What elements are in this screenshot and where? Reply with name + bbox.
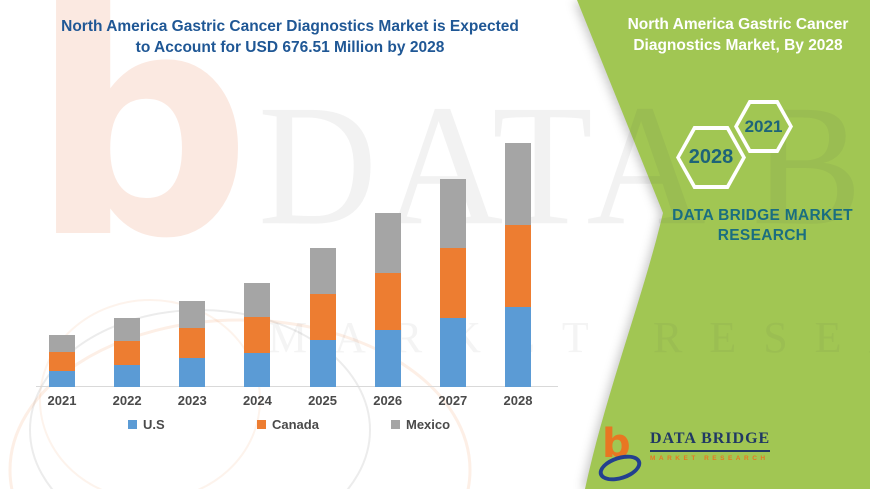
bar-2021 <box>49 97 75 387</box>
x-axis-line <box>36 386 558 387</box>
bar-segment-2024-mexico <box>244 282 271 318</box>
bar-2024 <box>244 97 271 387</box>
company-logo: b DATA BRIDGE MARKET RESEARCH <box>595 424 771 487</box>
bar-segment-2024-canada <box>244 317 271 353</box>
legend-swatch-us <box>128 420 137 429</box>
logo-tagline: MARKET RESEARCH <box>650 455 769 462</box>
bar-segment-2022-canada <box>114 340 141 366</box>
chart-title-line1: North America Gastric Cancer Diagnostics… <box>61 18 519 35</box>
bar-segment-2022-mexico <box>114 318 141 341</box>
side-panel-title: North America Gastric Cancer Diagnostics… <box>627 16 849 54</box>
x-axis-label-2026: 2026 <box>373 393 403 408</box>
company-logo-text: DATA BRIDGE MARKET RESEARCH <box>650 430 771 480</box>
bar-segment-2026-us <box>374 330 401 387</box>
bar-segment-2021-mexico <box>49 335 75 353</box>
x-axis-label-2025: 2025 <box>308 393 337 408</box>
bar-segment-2025-canada <box>309 294 336 340</box>
bar-segment-2028-mexico <box>504 143 531 226</box>
bar-2023 <box>179 97 206 387</box>
stacked-bar-chart: 2021 2022 2023 2024 2025 2026 2027 2028 <box>36 97 560 408</box>
hexagon-badge-2021-label: 2021 <box>738 104 789 149</box>
bar-2026 <box>374 97 401 387</box>
bar-segment-2023-canada <box>179 328 206 359</box>
legend-swatch-canada <box>257 420 266 429</box>
bar-segment-2028-us <box>504 306 531 387</box>
bar-segment-2026-mexico <box>374 213 401 273</box>
bar-segment-2022-us <box>114 365 141 387</box>
bar-2022 <box>114 97 141 387</box>
x-axis-label-2027: 2027 <box>438 393 468 408</box>
bar-2027 <box>439 97 466 387</box>
logo-b-glyph: b <box>602 421 631 467</box>
bar-segment-2021-us <box>49 370 75 387</box>
bar-segment-2023-mexico <box>179 300 206 328</box>
logo-brand-name: DATA BRIDGE <box>650 430 771 452</box>
legend-item-us: U.S <box>128 417 165 432</box>
legend-label-us: U.S <box>143 417 165 432</box>
bar-segment-2023-us <box>179 358 206 387</box>
bar-segment-2024-us <box>244 352 271 387</box>
bar-segment-2027-us <box>439 318 466 387</box>
x-axis-label-2021: 2021 <box>47 393 77 408</box>
bar-segment-2025-mexico <box>309 248 336 294</box>
bar-segment-2027-canada <box>439 248 466 319</box>
legend-label-canada: Canada <box>272 417 319 432</box>
bar-segment-2025-us <box>309 340 336 387</box>
x-axis-label-2022: 2022 <box>112 393 142 408</box>
bar-segment-2026-canada <box>374 272 401 331</box>
chart-legend: U.S Canada Mexico <box>36 417 560 437</box>
x-axis-label-2023: 2023 <box>177 393 207 408</box>
bar-2028 <box>504 97 531 387</box>
hexagon-badge-2028-label: 2028 <box>680 130 742 185</box>
legend-item-canada: Canada <box>257 417 319 432</box>
x-axis-label-2028: 2028 <box>503 393 533 408</box>
legend-label-mexico: Mexico <box>406 417 451 432</box>
legend-swatch-mexico <box>391 420 400 429</box>
hexagon-badge-2028: 2028 <box>676 126 746 189</box>
bar-2025 <box>309 97 336 387</box>
bar-segment-2028-canada <box>504 225 531 307</box>
company-logo-icon: b <box>595 424 645 487</box>
x-axis-label-2024: 2024 <box>242 393 272 408</box>
legend-item-mexico: Mexico <box>391 417 450 432</box>
chart-title-line2: to Account for USD 676.51 Million by 202… <box>135 39 445 56</box>
watermark-logo-b-icon: b <box>30 0 252 307</box>
side-panel-brand-text: DATA BRIDGE MARKET RESEARCH <box>672 207 853 244</box>
bar-segment-2021-canada <box>49 352 75 371</box>
chart-title: North America Gastric Cancer Diagnostics… <box>40 16 540 58</box>
bar-segment-2027-mexico <box>439 178 466 249</box>
